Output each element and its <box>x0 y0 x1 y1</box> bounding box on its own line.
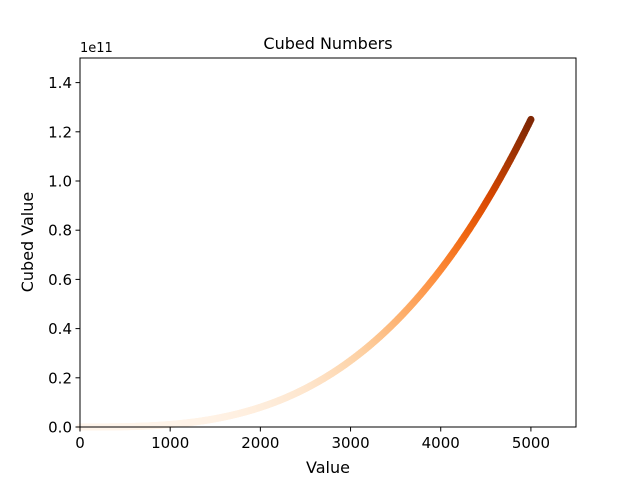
y-tick-label: 0.2 <box>48 369 72 387</box>
x-tick-label: 5000 <box>512 434 550 452</box>
x-tick-label: 0 <box>75 434 85 452</box>
data-point <box>527 115 535 124</box>
x-tick-label: 3000 <box>331 434 369 452</box>
y-tick-label: 0.4 <box>48 320 72 338</box>
chart-title: Cubed Numbers <box>263 34 392 53</box>
x-tick-label: 1000 <box>151 434 189 452</box>
x-axis-label: Value <box>306 458 350 477</box>
y-tick-label: 1.4 <box>48 74 72 92</box>
plot-frame <box>79 57 577 428</box>
x-tick-label: 2000 <box>241 434 279 452</box>
y-tick-label: 1.0 <box>48 173 72 191</box>
y-tick-label: 0.8 <box>48 222 72 240</box>
x-axis: 0 1000 2000 3000 4000 5000 <box>75 427 550 452</box>
y-offset-label: 1e11 <box>80 41 113 56</box>
y-tick-label: 0.6 <box>48 271 72 289</box>
y-tick-label: 0.0 <box>48 419 72 437</box>
y-tick-label: 1.2 <box>48 123 72 141</box>
x-tick-label: 4000 <box>422 434 460 452</box>
y-axis-label: Cubed Value <box>18 192 37 293</box>
y-axis: 0.0 0.2 0.4 0.6 0.8 1.0 1.2 1.4 <box>48 74 80 437</box>
